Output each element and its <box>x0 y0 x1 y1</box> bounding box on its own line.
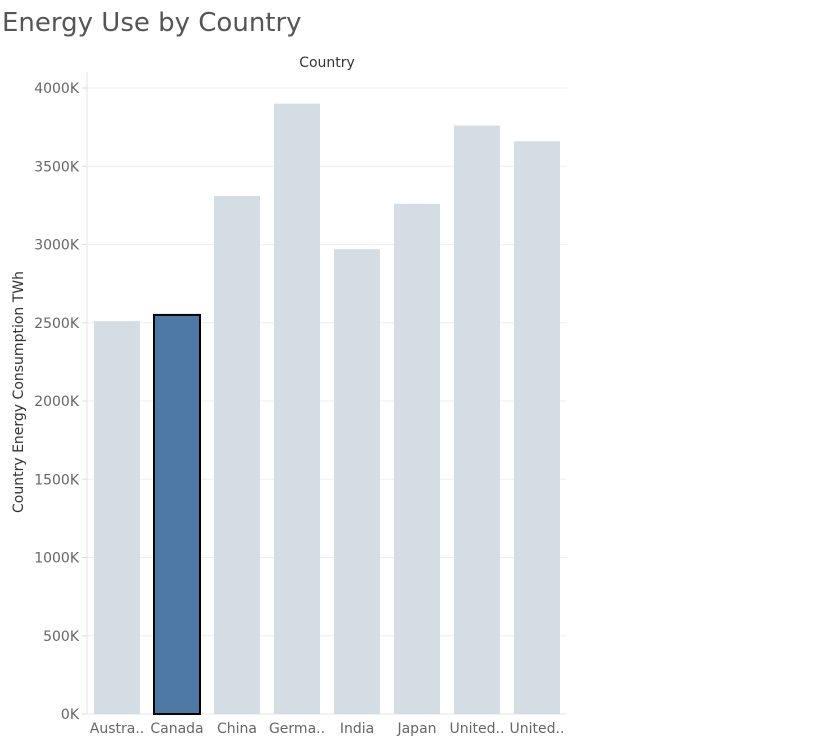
x-tick-label: Canada <box>150 721 203 737</box>
x-tick-label: India <box>340 721 374 737</box>
x-tick-label: United.. <box>510 721 565 737</box>
bar-0[interactable] <box>94 321 140 714</box>
y-tick-label: 2500K <box>34 316 80 332</box>
bar-4[interactable] <box>334 249 380 714</box>
x-tick-labels: Austra.. Canada China Germa.. India Japan Unit… <box>90 721 565 737</box>
bar-7[interactable] <box>514 141 560 714</box>
bar-1[interactable] <box>153 313 201 715</box>
chart-title: Energy Use by Country <box>2 8 302 38</box>
y-tick-label: 3500K <box>34 159 80 175</box>
x-tick-label: United.. <box>450 721 505 737</box>
x-tick-label: Austra.. <box>90 721 144 737</box>
y-tick-label: 0K <box>61 707 80 723</box>
bar-2[interactable] <box>214 195 260 715</box>
bar-5[interactable] <box>394 203 440 714</box>
x-tick-label: China <box>217 721 257 737</box>
bar-6[interactable] <box>454 125 500 714</box>
y-axis-title: Country Energy Consumption TWh <box>11 271 27 513</box>
bars <box>94 103 560 715</box>
column-header: Country <box>299 55 355 71</box>
y-tick-label: 1000K <box>34 551 80 567</box>
y-tick-label: 500K <box>43 629 80 645</box>
y-tick-label: 3000K <box>34 238 80 254</box>
y-tick-label: 2000K <box>34 394 80 410</box>
bar-3[interactable] <box>274 103 320 714</box>
x-tick-label: Germa.. <box>269 721 325 737</box>
y-tick-label: 4000K <box>34 81 80 97</box>
x-tick-label: Japan <box>396 721 436 737</box>
y-tick-label: 1500K <box>34 472 80 488</box>
y-tick-labels: 0K 500K 1000K 1500K 2000K 2500K 3000K 3500K 4000… <box>34 81 80 723</box>
